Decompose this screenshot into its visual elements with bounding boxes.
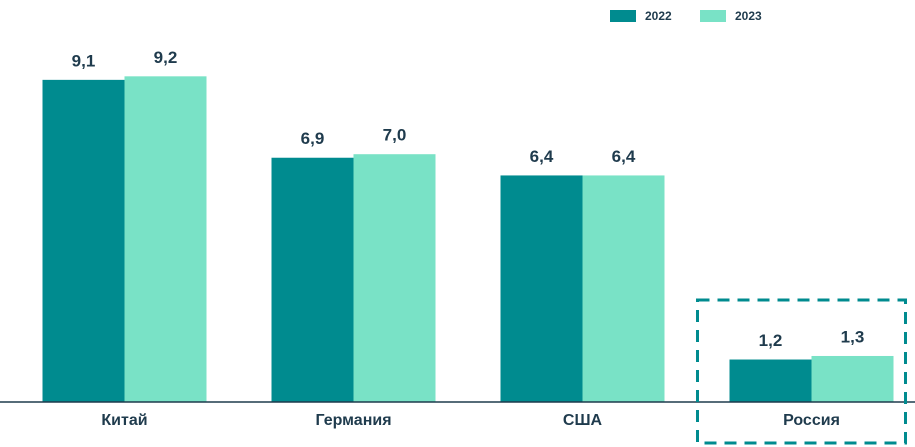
- bar: [729, 359, 812, 402]
- x-tick-label: Германия: [315, 412, 391, 429]
- legend-label: 2022: [645, 9, 672, 23]
- value-label: 6,9: [301, 129, 325, 148]
- bar: [124, 76, 207, 402]
- bar: [582, 175, 665, 402]
- value-label: 6,4: [530, 147, 554, 166]
- bar: [42, 79, 125, 403]
- bar: [811, 355, 894, 402]
- x-tick-label: США: [563, 412, 603, 429]
- value-label: 7,0: [383, 126, 407, 145]
- value-label: 9,1: [72, 51, 96, 70]
- legend-swatch: [610, 10, 636, 22]
- value-label: 1,2: [759, 331, 783, 350]
- legend-swatch: [700, 10, 726, 22]
- legend-label: 2023: [735, 9, 762, 23]
- bar: [271, 157, 354, 402]
- bar: [500, 175, 583, 402]
- x-tick-label: Россия: [783, 412, 840, 429]
- value-label: 9,2: [154, 48, 178, 67]
- x-tick-label: Китай: [101, 412, 147, 429]
- value-label: 6,4: [612, 147, 636, 166]
- value-label: 1,3: [841, 327, 865, 346]
- bar: [353, 154, 436, 402]
- highlight-box: [696, 298, 907, 445]
